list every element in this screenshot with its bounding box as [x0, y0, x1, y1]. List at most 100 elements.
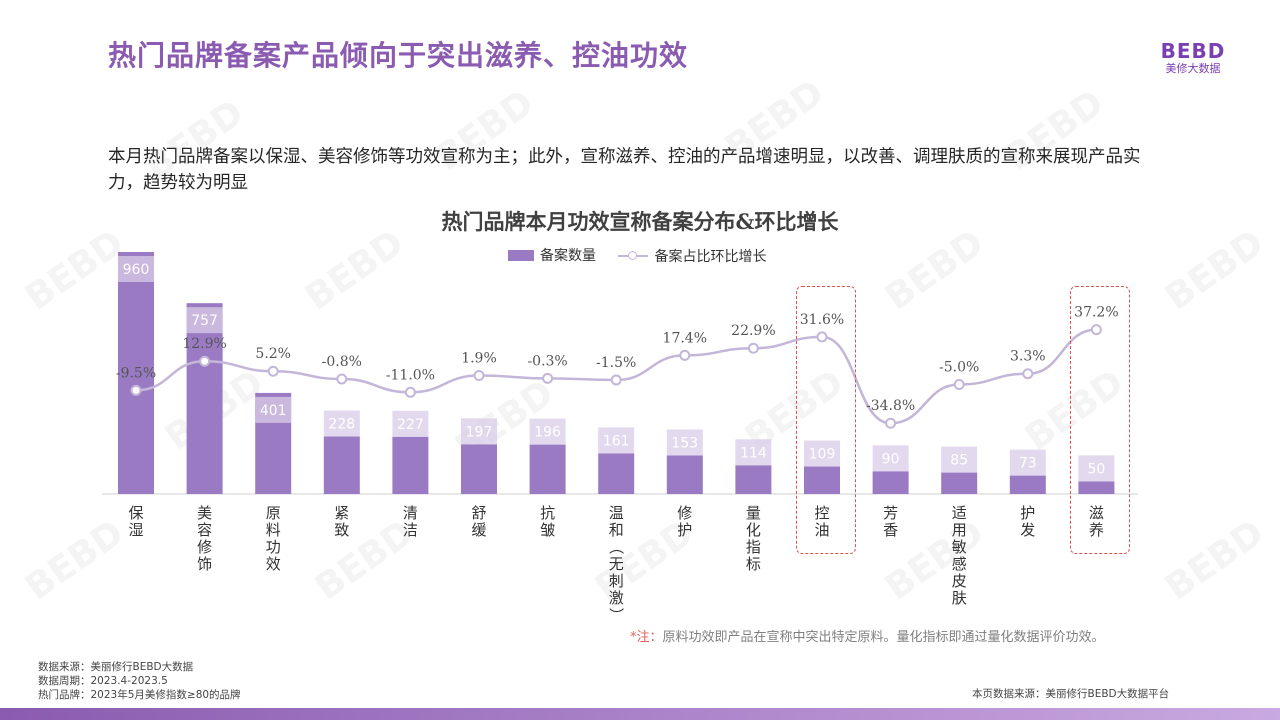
growth-value-label: 3.3% [1010, 349, 1046, 365]
category-label-char: （ [607, 539, 625, 554]
growth-value-label: 37.2% [1074, 305, 1118, 321]
bar-value-label: 401 [260, 403, 287, 419]
growth-value-label: -9.5% [116, 365, 156, 381]
legend-item-bar: 备案数量 [508, 245, 596, 265]
legend-bar-swatch [508, 249, 534, 261]
category-label-char: 缓 [471, 521, 486, 539]
category-label-char: 保 [128, 504, 143, 522]
source-line: 数据来源：美丽修行BEBD大数据 [38, 661, 194, 673]
bar-label-bg [941, 446, 978, 473]
bar-value-label: 228 [328, 417, 355, 433]
bar-label-bg [255, 396, 292, 423]
bar [186, 303, 223, 494]
growth-value-label: 31.6% [800, 312, 844, 328]
bar-label-bg [872, 445, 909, 472]
category-label-char: 饰 [197, 555, 212, 573]
category-label-char: 修 [197, 538, 212, 556]
category-label-char: 修 [677, 504, 692, 522]
category-label-char: 紧 [334, 504, 349, 522]
category-label-char: 养 [1089, 521, 1104, 539]
growth-point [404, 386, 416, 398]
category-label-char: 油 [814, 521, 829, 539]
bar-value-label: 85 [950, 453, 968, 469]
growth-value-label: 22.9% [731, 323, 775, 339]
bar-value-label: 114 [740, 445, 767, 461]
bar [872, 471, 909, 494]
growth-value-label: -11.0% [386, 367, 435, 383]
growth-value-label: -0.8% [322, 354, 362, 370]
category-label-char: 护 [1020, 504, 1035, 522]
growth-point [953, 379, 965, 390]
growth-point [885, 417, 897, 429]
growth-line [135, 328, 1097, 425]
growth-point [267, 365, 279, 377]
category-label-char: 用 [952, 521, 967, 539]
category-label-char: 洁 [403, 521, 418, 539]
category-label-char: 原 [266, 504, 281, 522]
category-label-char: 功 [266, 538, 281, 556]
bar-value-label: 161 [603, 433, 630, 449]
growth-value-label: 12.9% [182, 336, 226, 352]
category-label-char: 滋 [1089, 504, 1104, 522]
legend-line-label: 备案占比环比增长 [654, 248, 767, 265]
growth-point [679, 349, 691, 361]
growth-value-label: -5.0% [939, 360, 979, 376]
category-label-char: 护 [677, 521, 692, 539]
page-title: 热门品牌备案产品倾向于突出滋养、控油功效 [108, 39, 689, 72]
growth-value-label: 17.4% [663, 330, 707, 346]
logo-mark: BEBD [1160, 39, 1226, 63]
bar-value-label: 73 [1019, 456, 1037, 472]
category-label-char: 清 [403, 504, 418, 522]
growth-point [816, 331, 828, 343]
category-label-char: 香 [883, 521, 898, 539]
category-label-char: 感 [952, 555, 967, 573]
category-label-char: 标 [746, 555, 761, 573]
legend-item-line: 备案占比环比增长 [618, 246, 766, 266]
bar-label-bg [666, 429, 703, 456]
category-label-char: 控 [814, 504, 829, 522]
bar-label-bg [118, 256, 154, 282]
category-label-char: 湿 [128, 521, 143, 539]
legend-line-swatch [618, 250, 649, 261]
category-label-char: 皮 [952, 572, 967, 590]
bar [392, 436, 429, 494]
growth-point [199, 355, 211, 367]
growth-point [336, 373, 348, 385]
growth-point [542, 372, 554, 384]
growth-value-label: -1.5% [596, 355, 636, 371]
page-source: 本页数据来源：美丽修行BEBD大数据平台 [972, 688, 1170, 700]
category-label-char: 无 [609, 555, 624, 573]
category-label-char: 芳 [883, 504, 898, 522]
category-label-char: 激 [609, 589, 624, 607]
growth-point [610, 374, 622, 386]
brand-logo: BEBD 美修大数据 [1158, 40, 1228, 76]
footer-bar [0, 708, 1280, 720]
category-label-char: 和 [609, 521, 624, 539]
description-text: 本月热门品牌备案以保湿、美容修饰等功效宣称为主；此外，宣称滋养、控油的产品增速明… [108, 147, 1141, 193]
bar [118, 252, 154, 494]
category-label-char: 效 [266, 555, 281, 573]
growth-value-label: -34.8% [866, 398, 915, 414]
bar [598, 453, 635, 494]
growth-point [473, 370, 485, 382]
bar-value-label: 153 [671, 435, 698, 451]
category-label-char: 料 [266, 521, 281, 539]
bar [1009, 475, 1046, 494]
bar [666, 455, 703, 494]
bar-label-bg [529, 418, 566, 445]
footnote: *注：原料功效即产品在宣称中突出特定原料。量化指标即通过量化数据评价功效。 [630, 626, 1105, 645]
chart-legend: 备案数量 备案占比环比增长 [508, 245, 784, 266]
highlight-box-nourish [1070, 286, 1130, 554]
bar-value-label: 196 [534, 425, 561, 441]
bar-label-bg [186, 307, 223, 334]
data-source: 数据来源：美丽修行BEBD大数据 数据周期：2023.4-2023.5 热门品牌… [38, 660, 241, 702]
growth-value-label: -0.3% [527, 353, 567, 369]
bar [941, 472, 978, 494]
bar-value-label: 757 [191, 313, 218, 329]
bar-label-bg [804, 440, 840, 467]
footnote-marker: *注： [630, 630, 663, 645]
growth-value-label: 1.9% [461, 351, 497, 367]
bar [529, 444, 566, 494]
bar [1078, 481, 1115, 494]
bar-label-bg [735, 439, 772, 466]
